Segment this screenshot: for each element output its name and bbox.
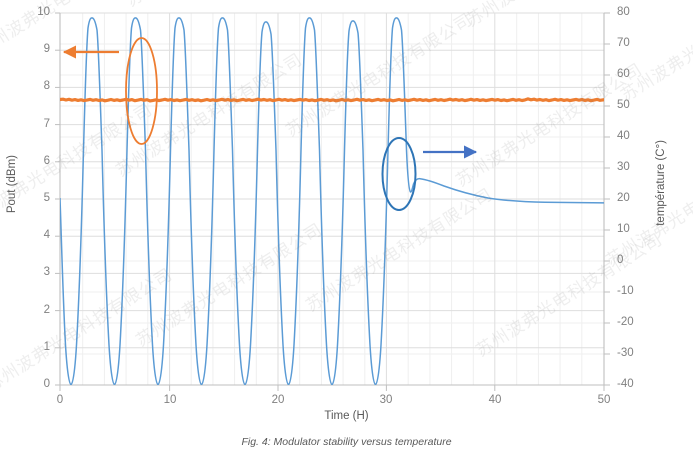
x-ticks	[59, 385, 605, 391]
x-tick-label: 30	[379, 394, 393, 406]
figure-caption: Fig. 4: Modulator stability versus tempe…	[241, 436, 452, 448]
gridlines-minor-horizontal	[60, 43, 604, 355]
y-left-tick-label: 3	[43, 266, 50, 278]
y-right-tick-label: -10	[617, 285, 634, 297]
y-right-tick-label: 0	[617, 254, 624, 266]
x-tick-label: 40	[488, 394, 502, 406]
y-right-tick-label: -40	[617, 378, 634, 390]
y-right-tick-label: 40	[617, 130, 630, 142]
y-left-axis-title: Pout (dBm)	[6, 155, 18, 214]
y-right-tick-label: 50	[617, 99, 630, 111]
y-left-tick-label: 1	[43, 341, 50, 353]
y-left-ticks	[55, 12, 60, 386]
temperature-ellipse	[381, 137, 417, 211]
y-left-tick-label: 5	[43, 192, 50, 204]
y-right-tick-label: 70	[617, 37, 630, 49]
y-right-ticks	[604, 12, 610, 386]
x-tick-label: 50	[597, 394, 611, 406]
y-right-tick-label: -20	[617, 316, 634, 328]
y-left-tick-label: 2	[43, 304, 50, 316]
x-tick-label: 0	[56, 394, 64, 406]
series-line-pout	[60, 97, 604, 103]
y-right-tick-label: 30	[617, 161, 630, 173]
x-axis-title: Time (H)	[324, 410, 369, 422]
y-right-tick-label: -30	[617, 347, 634, 359]
y-left-tick-label: 0	[43, 378, 50, 390]
y-right-tick-label: 60	[617, 68, 630, 80]
y-left-tick-label: 4	[43, 229, 50, 241]
y-right-tick-label: 20	[617, 192, 630, 204]
y-left-tick-label: 7	[43, 118, 50, 130]
y-right-axis-title: température (C°)	[655, 140, 667, 226]
pout-ellipse	[125, 37, 158, 145]
y-right-tick-label: 80	[617, 6, 630, 18]
y-left-tick-label: 6	[43, 155, 50, 167]
series-line-temperature	[60, 17, 604, 385]
x-tick-label: 20	[271, 394, 285, 406]
y-right-tick-label: 10	[617, 223, 630, 235]
y-left-tick-label: 8	[43, 80, 50, 92]
y-left-tick-label: 10	[37, 6, 50, 18]
y-left-tick-label: 9	[43, 43, 50, 55]
x-tick-label: 10	[163, 394, 177, 406]
